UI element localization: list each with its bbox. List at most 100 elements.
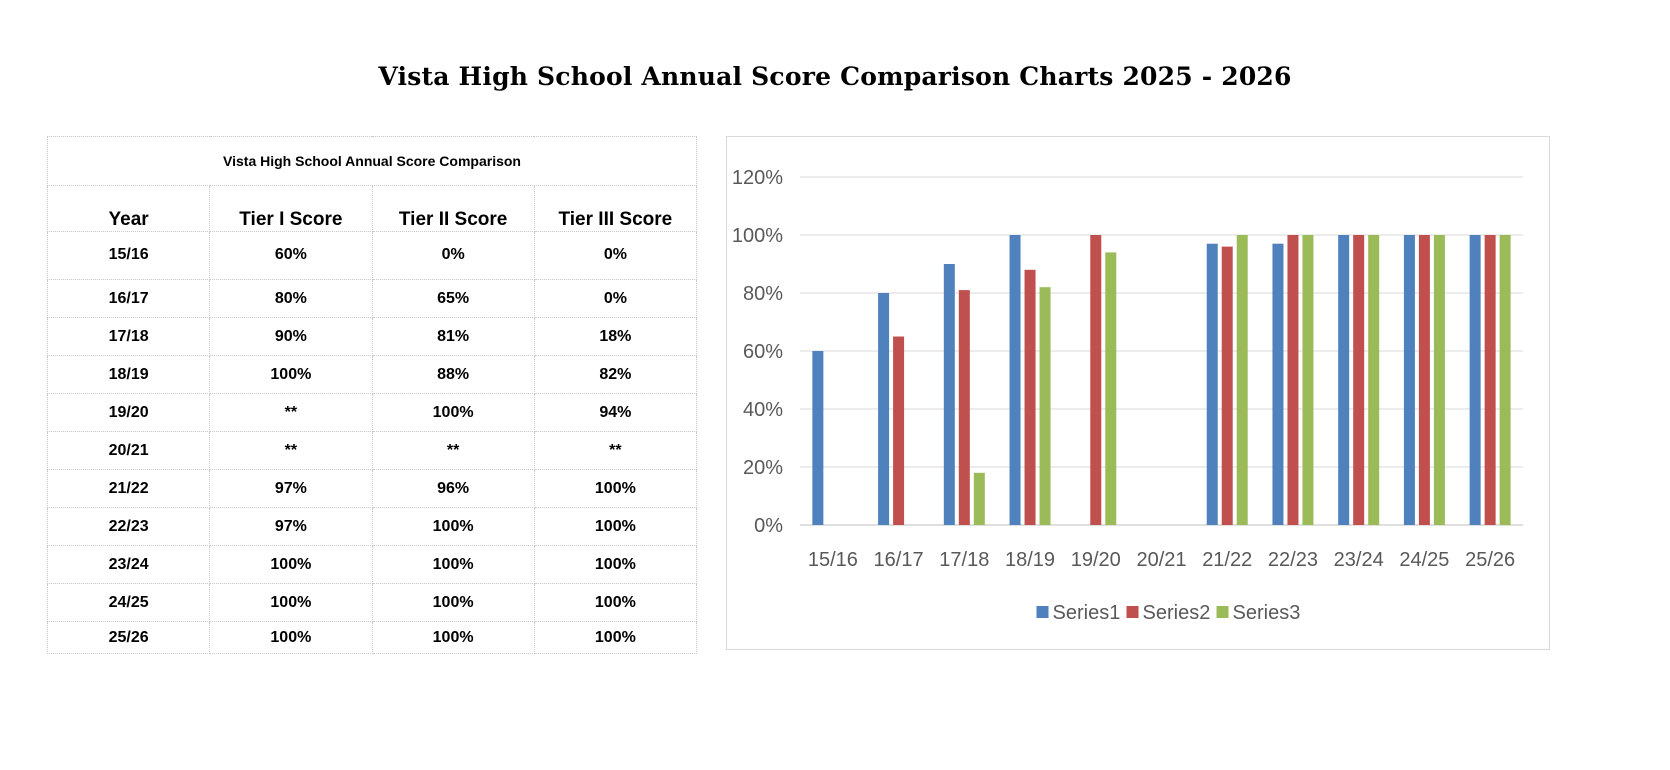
x-tick-label: 21/22 xyxy=(1202,549,1252,571)
x-tick-label: 18/19 xyxy=(1005,549,1055,571)
bar-series1-22-23 xyxy=(1272,243,1284,525)
bar-chart-svg: 0% 20% 40% 60% 80% 100% 120% 15/16 16/17 17/18 18/… xyxy=(732,167,1523,624)
bar-series2-21-22 xyxy=(1221,246,1233,525)
cell-tier2: 96% xyxy=(371,469,535,508)
x-tick-label: 25/26 xyxy=(1465,549,1515,571)
bar-series2-22-23 xyxy=(1287,235,1299,525)
cell-tier2: 100% xyxy=(371,545,535,584)
table-caption-row: Vista High School Annual Score Compariso… xyxy=(47,136,697,186)
y-tick-label: 40% xyxy=(743,399,783,421)
y-tick-label: 0% xyxy=(754,515,783,537)
table-row: 17/18 90% 81% 18% xyxy=(46,317,698,356)
bar-series3-22-23 xyxy=(1302,235,1314,525)
cell-tier1: 97% xyxy=(209,507,373,546)
x-tick-label: 17/18 xyxy=(939,549,989,571)
score-chart: 0% 20% 40% 60% 80% 100% 120% 15/16 16/17 17/18 18/… xyxy=(726,136,1550,650)
x-tick-label: 22/23 xyxy=(1268,549,1318,571)
cell-tier3: 0% xyxy=(533,279,698,318)
table-row: 16/17 80% 65% 0% xyxy=(46,279,698,318)
table-row: 19/20 ** 100% 94% xyxy=(46,393,698,432)
cell-year: 19/20 xyxy=(46,393,211,432)
cell-tier1: 60% xyxy=(209,231,373,280)
cell-tier2: 88% xyxy=(371,355,535,394)
bar-series3-23-24 xyxy=(1368,235,1380,525)
table-row: 18/19 100% 88% 82% xyxy=(46,355,698,394)
score-table: Vista High School Annual Score Compariso… xyxy=(46,136,698,654)
cell-tier2: ** xyxy=(371,431,535,470)
cell-tier2: 81% xyxy=(371,317,535,356)
cell-tier2: 100% xyxy=(371,621,535,654)
cell-tier2: 65% xyxy=(371,279,535,318)
cell-year: 20/21 xyxy=(46,431,211,470)
bar-series1-17-18 xyxy=(943,264,955,525)
x-tick-label: 19/20 xyxy=(1071,549,1121,571)
legend-label-series2: Series2 xyxy=(1143,602,1211,624)
cell-tier3: 100% xyxy=(533,507,698,546)
bar-series1-18-19 xyxy=(1009,235,1021,525)
table-row: 24/25 100% 100% 100% xyxy=(46,583,698,622)
cell-tier2: 0% xyxy=(371,231,535,280)
cell-tier2: 100% xyxy=(371,583,535,622)
cell-tier3: 82% xyxy=(533,355,698,394)
cell-year: 23/24 xyxy=(46,545,211,584)
bar-series1-23-24 xyxy=(1338,235,1350,525)
bar-series2-19-20 xyxy=(1090,235,1102,525)
cell-year: 18/19 xyxy=(46,355,211,394)
cell-year: 15/16 xyxy=(46,231,211,280)
table-row: 20/21 ** ** ** xyxy=(46,431,698,470)
cell-year: 21/22 xyxy=(46,469,211,508)
table-caption: Vista High School Annual Score Compariso… xyxy=(47,136,697,186)
bar-series1-16-17 xyxy=(878,293,890,525)
cell-tier2: 100% xyxy=(371,507,535,546)
legend-swatch-series3 xyxy=(1216,606,1229,618)
cell-tier1: 100% xyxy=(209,621,373,654)
bar-series2-25-26 xyxy=(1484,235,1496,525)
x-tick-label: 16/17 xyxy=(874,549,924,571)
column-header-tier3: Tier III Score xyxy=(533,185,698,232)
cell-tier3: 100% xyxy=(533,469,698,508)
y-tick-label: 80% xyxy=(743,283,783,305)
cell-year: 25/26 xyxy=(46,621,211,654)
bar-series3-18-19 xyxy=(1039,287,1051,525)
y-tick-label: 60% xyxy=(743,341,783,363)
legend-swatch-series2 xyxy=(1126,606,1139,618)
cell-tier1: 100% xyxy=(209,545,373,584)
y-tick-label: 120% xyxy=(732,167,783,189)
bar-series3-19-20 xyxy=(1105,252,1117,525)
bar-series3-25-26 xyxy=(1499,235,1511,525)
bar-series3-21-22 xyxy=(1236,235,1248,525)
cell-year: 16/17 xyxy=(46,279,211,318)
bar-series2-24-25 xyxy=(1418,235,1430,525)
x-tick-label: 15/16 xyxy=(808,549,858,571)
bar-series3-24-25 xyxy=(1433,235,1445,525)
bar-series1-21-22 xyxy=(1206,243,1218,525)
y-tick-label: 100% xyxy=(732,225,783,247)
cell-tier3: ** xyxy=(533,431,698,470)
column-header-year: Year xyxy=(46,185,211,232)
cell-tier3: 18% xyxy=(533,317,698,356)
cell-tier3: 0% xyxy=(533,231,698,280)
cell-year: 17/18 xyxy=(46,317,211,356)
cell-year: 22/23 xyxy=(46,507,211,546)
bar-series1-15-16 xyxy=(812,351,824,525)
cell-tier1: ** xyxy=(209,431,373,470)
cell-tier1: 90% xyxy=(209,317,373,356)
x-tick-label: 20/21 xyxy=(1136,549,1186,571)
x-tick-label: 24/25 xyxy=(1399,549,1449,571)
table-row: 21/22 97% 96% 100% xyxy=(46,469,698,508)
table-header-row: Year Tier I Score Tier II Score Tier III… xyxy=(46,185,698,232)
y-tick-label: 20% xyxy=(743,457,783,479)
column-header-tier1: Tier I Score xyxy=(209,185,373,232)
bar-series2-16-17 xyxy=(893,336,905,525)
cell-tier1: 100% xyxy=(209,583,373,622)
cell-tier3: 100% xyxy=(533,545,698,584)
cell-tier3: 94% xyxy=(533,393,698,432)
bar-series2-17-18 xyxy=(958,290,970,525)
legend-swatch-series1 xyxy=(1036,606,1049,618)
cell-tier1: ** xyxy=(209,393,373,432)
cell-tier1: 80% xyxy=(209,279,373,318)
column-header-tier2: Tier II Score xyxy=(371,185,535,232)
bar-series1-24-25 xyxy=(1403,235,1415,525)
legend-label-series3: Series3 xyxy=(1233,602,1301,624)
table-row: 15/16 60% 0% 0% xyxy=(46,231,698,280)
